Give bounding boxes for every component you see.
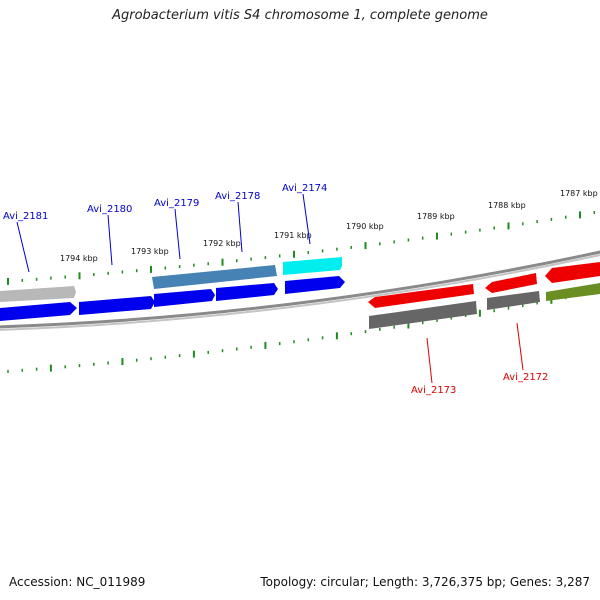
leader-line-avi-2179 [174,208,181,260]
genome-summary-text: Topology: circular; Length: 3,726,375 bp… [260,575,590,589]
gene-arrow-avi-2173-red [368,284,474,308]
backbone-shadow [0,254,600,331]
kbp-label-1794: 1794 kbp [60,254,98,263]
gene-label-avi-2178: Avi_2178 [215,191,260,202]
gene-arrow-avi-2181 [0,302,77,321]
feature-olive [546,283,600,301]
kbp-label-1788: 1788 kbp [488,201,526,210]
accession-text: Accession: NC_011989 [9,575,146,589]
feature-steelblue [152,265,277,289]
gene-label-avi-2180: Avi_2180 [87,204,132,215]
feature-track-inner [0,273,600,329]
feature-cyan [283,257,342,275]
kbp-label-1791: 1791 kbp [274,231,312,240]
kbp-label-1793: 1793 kbp [131,247,169,256]
outer-tick-ring [7,211,596,285]
inner-tick-ring [7,290,596,373]
map-title: Agrobacterium vitis S4 chromosome 1, com… [112,8,488,23]
gene-label-avi-2181: Avi_2181 [3,211,48,222]
leader-line-avi-2172 [516,322,524,371]
gene-label-avi-2173: Avi_2173 [411,385,456,396]
genome-backbone [0,250,600,329]
kbp-label-1792: 1792 kbp [203,239,241,248]
leader-line-avi-2181 [16,221,30,273]
kbp-label-1787: 1787 kbp [560,189,598,198]
gene-arrow-avi-2178 [216,283,278,301]
gene-label-avi-2174: Avi_2174 [282,183,327,194]
kbp-scale-labels: 1794 kbp 1793 kbp 1792 kbp 1791 kbp 1790… [60,189,598,263]
leader-line-avi-2173 [426,337,433,384]
gene-label-avi-2172: Avi_2172 [503,372,548,383]
leader-line-avi-2174 [302,193,311,245]
leader-line-avi-2178 [237,201,243,253]
gene-labels: Avi_2181 Avi_2180 Avi_2179 Avi_2178 Avi_… [3,183,548,396]
feature-track-outer [0,257,600,302]
feature-red-small [545,262,600,283]
gene-arrow-red-2 [485,273,537,293]
gene-arrow-avi-2179 [154,289,215,307]
kbp-label-1790: 1790 kbp [346,222,384,231]
leader-line-avi-2180 [107,214,113,266]
gene-arrow-avi-2180 [79,296,155,315]
gene-arrow-avi-2174 [285,276,345,294]
gene-leader-lines [16,193,524,384]
gene-grey-2 [487,291,540,310]
kbp-label-1789: 1789 kbp [417,212,455,221]
gene-label-avi-2179: Avi_2179 [154,198,199,209]
feature-grey [0,286,76,302]
gene-grey-1 [369,301,477,329]
